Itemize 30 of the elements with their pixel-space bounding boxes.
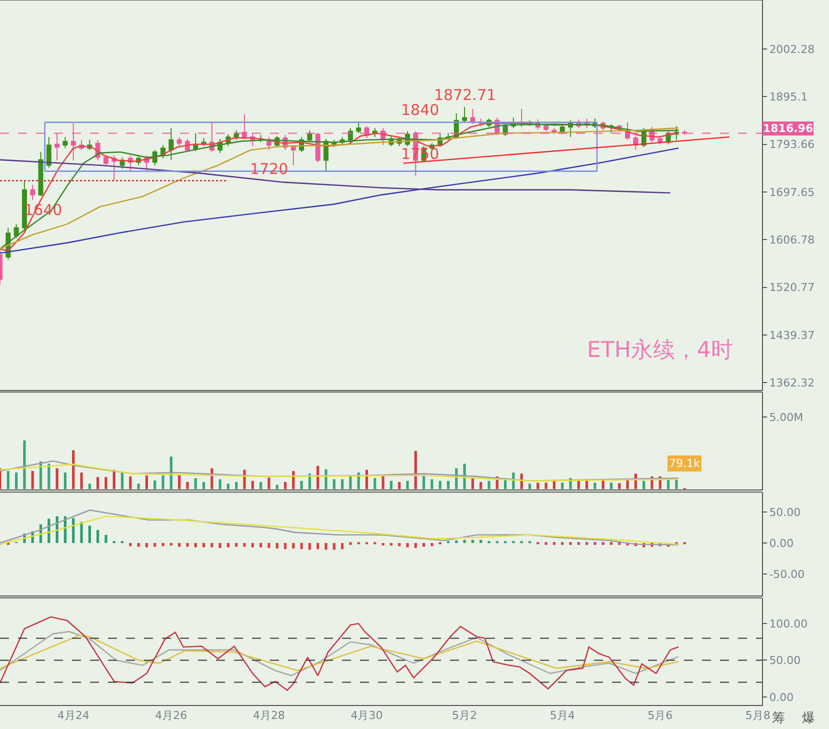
y-tick-label: 0.00: [769, 690, 794, 704]
y-tick-label: 2002.28: [769, 42, 815, 56]
x-tick-label: 5月8: [745, 709, 770, 722]
y-tick-label: 1362.32: [769, 376, 815, 390]
x-tick-label: 5月4: [550, 709, 575, 722]
x-tick-label: 4月26: [155, 709, 188, 722]
y-tick-label: 50.00: [769, 506, 801, 519]
y-tick-label: 100.00: [769, 617, 808, 630]
y-tick-label: 1606.78: [769, 234, 815, 247]
ref-line-label: 1816.96: [763, 122, 814, 135]
text: 爆: [802, 711, 815, 726]
x-tick-label: 5月2: [452, 709, 478, 722]
y-tick-label: 0.00: [769, 536, 794, 550]
annotation: 1840: [401, 101, 440, 119]
y-tick-label: 50.00: [769, 654, 801, 668]
y-tick-label: 5.00M: [769, 410, 804, 424]
x-tick-label: 4月28: [252, 709, 285, 722]
y-tick-label: 1895.1: [769, 90, 808, 104]
y-tick-label: 1793.66: [769, 138, 815, 152]
annotation: 1872.71: [434, 86, 496, 104]
y-tick-label: -50.00: [769, 568, 805, 581]
text: 筹: [772, 711, 785, 726]
y-tick-label: 1697.65: [769, 186, 815, 199]
y-tick-label: 1520.77: [769, 281, 815, 294]
x-tick-label: 4月24: [57, 709, 90, 722]
y-tick-label: 1439.37: [769, 328, 815, 342]
x-tick-label: 4月30: [350, 709, 383, 722]
annotation: ETH永续，4时: [587, 338, 733, 363]
x-tick-label: 5月6: [648, 709, 673, 722]
data-label: 79.1k: [669, 457, 700, 470]
